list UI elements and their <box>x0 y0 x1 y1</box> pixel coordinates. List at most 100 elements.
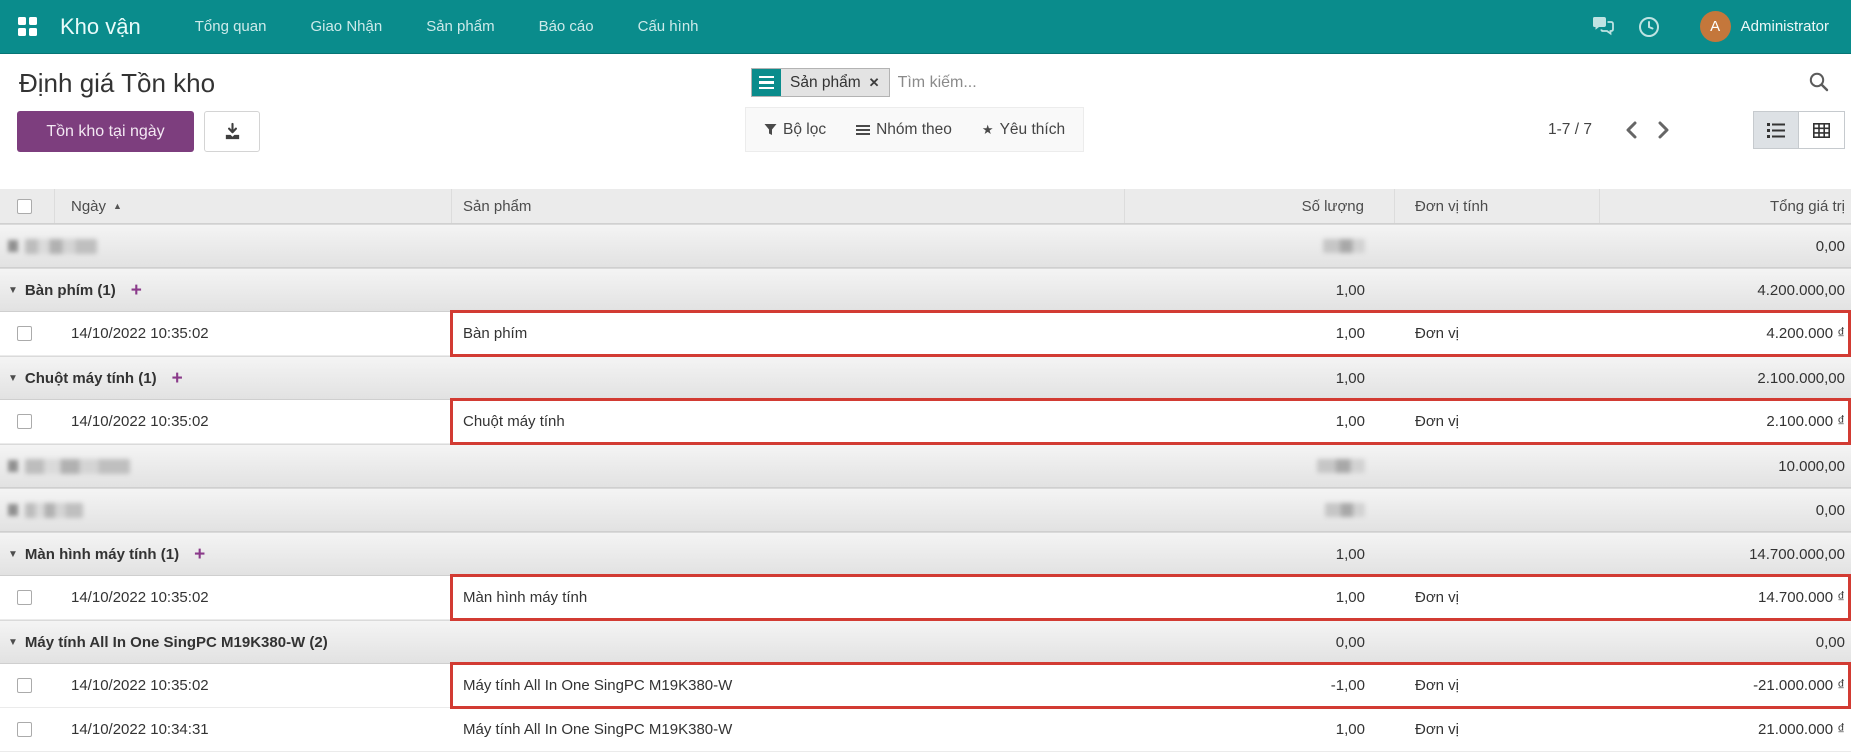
inventory-at-date-button[interactable]: Tồn kho tại ngày <box>17 111 194 152</box>
record-row[interactable]: 14/10/2022 10:35:02 Chuột máy tính 1,00 … <box>0 398 1851 445</box>
record-date: 14/10/2022 10:34:31 <box>71 721 209 738</box>
column-header-product[interactable]: Sản phẩm <box>452 189 1125 223</box>
record-row[interactable]: 14/10/2022 10:35:02 Màn hình máy tính 1,… <box>0 574 1851 621</box>
user-avatar[interactable]: A <box>1699 11 1731 42</box>
row-checkbox[interactable] <box>17 590 32 605</box>
add-record-button[interactable]: + <box>130 279 142 301</box>
record-row[interactable]: 14/10/2022 10:35:02 Máy tính All In One … <box>0 662 1851 709</box>
expand-arrow-icon[interactable]: ▼ <box>8 372 18 384</box>
record-product: Bàn phím <box>463 325 528 342</box>
record-quantity: 1,00 <box>1335 589 1365 606</box>
group-row[interactable]: ▼ Chuột máy tính (1) + 1,00 2.100.000,00 <box>0 356 1851 400</box>
redacted-label-cell <box>0 225 1125 267</box>
control-panel: Định giá Tồn kho Sản phẩm ✕ Tồn kho tại … <box>0 54 1851 189</box>
view-switcher <box>1753 111 1845 149</box>
search-button[interactable] <box>1808 71 1830 93</box>
record-uom: Đơn vị <box>1415 413 1460 430</box>
row-checkbox[interactable] <box>17 678 32 693</box>
record-quantity: 1,00 <box>1335 325 1365 342</box>
group-row[interactable]: ▼ Bàn phím (1) + 1,00 4.200.000,00 <box>0 268 1851 312</box>
select-all-cell <box>0 189 55 223</box>
app-brand[interactable]: Kho vận <box>60 13 141 39</box>
group-row[interactable]: ▼ Màn hình máy tính (1) + 1,00 14.700.00… <box>0 532 1851 576</box>
record-product: Máy tính All In One SingPC M19K380-W <box>463 721 733 738</box>
redacted-label <box>25 502 83 518</box>
column-header-date[interactable]: Ngày ▲ <box>55 189 452 223</box>
filters-dropdown[interactable]: Bộ lọc <box>764 121 826 139</box>
search-facet-product[interactable]: Sản phẩm ✕ <box>751 68 890 97</box>
list-header-row: Ngày ▲ Sản phẩm Số lượng Đơn vị tính Tổng… <box>0 189 1851 224</box>
column-header-quantity[interactable]: Số lượng <box>1125 189 1395 223</box>
record-row[interactable]: 14/10/2022 10:34:31 Máy tính All In One … <box>0 708 1851 752</box>
chevron-left-icon <box>1626 121 1637 138</box>
redacted-label-cell <box>0 445 1125 487</box>
topbar-right: A Administrator <box>1580 0 1851 54</box>
group-by-dropdown[interactable]: Nhóm theo <box>856 121 952 139</box>
column-header-uom[interactable]: Đơn vị tính <box>1395 189 1600 223</box>
chevron-right-icon <box>1658 121 1669 138</box>
redacted-group-row[interactable]: 10.000,00 <box>0 444 1851 488</box>
menu-item-overview[interactable]: Tổng quan <box>194 18 267 35</box>
user-name[interactable]: Administrator <box>1740 18 1829 35</box>
list-view-button[interactable] <box>1753 111 1799 149</box>
menu-item-transfers[interactable]: Giao Nhận <box>310 18 383 35</box>
list-view-icon <box>1767 122 1785 138</box>
chat-icon <box>1592 16 1614 35</box>
pager-previous-button[interactable] <box>1616 113 1648 147</box>
list-body: 0,00 ▼ Bàn phím (1) + 1,00 4.200.000,00 … <box>0 224 1851 752</box>
sort-asc-icon: ▲ <box>113 201 122 211</box>
record-quantity: -1,00 <box>1330 677 1365 694</box>
redacted-group-row[interactable]: 0,00 <box>0 488 1851 532</box>
group-name: Màn hình máy tính (1) <box>24 545 180 563</box>
download-icon <box>225 122 239 140</box>
search-options: Bộ lọc Nhóm theo ★ Yêu thích <box>745 107 1085 152</box>
search-input[interactable] <box>897 73 1498 92</box>
menu-item-products[interactable]: Sản phẩm <box>426 18 495 35</box>
record-date: 14/10/2022 10:35:02 <box>71 589 209 606</box>
pivot-view-button[interactable] <box>1799 111 1845 149</box>
menu-item-configuration[interactable]: Cấu hình <box>637 18 699 35</box>
redacted-qty <box>1317 459 1365 473</box>
search-bar: Sản phẩm ✕ <box>751 68 1498 97</box>
record-uom: Đơn vị <box>1415 677 1460 694</box>
pager: 1-7 / 7 <box>1548 107 1680 152</box>
redacted-quantity-cell <box>1125 445 1395 487</box>
row-checkbox[interactable] <box>17 326 32 341</box>
menu-item-reporting[interactable]: Báo cáo <box>538 18 594 35</box>
record-date: 14/10/2022 10:35:02 <box>71 325 209 342</box>
expand-arrow-icon[interactable]: ▼ <box>8 636 18 648</box>
group-uom <box>1395 621 1600 663</box>
record-row[interactable]: 14/10/2022 10:35:02 Bàn phím 1,00 Đơn vị… <box>0 310 1851 357</box>
row-select-cell <box>0 708 55 751</box>
favorites-dropdown[interactable]: ★ Yêu thích <box>981 120 1066 138</box>
group-uom <box>1395 269 1600 311</box>
add-record-button[interactable]: + <box>194 543 206 565</box>
remove-facet-icon[interactable]: ✕ <box>868 74 880 90</box>
row-checkbox[interactable] <box>17 722 32 737</box>
group-quantity: 1,00 <box>1335 545 1365 563</box>
clock-icon <box>1638 16 1659 37</box>
group-uom <box>1395 533 1600 575</box>
redacted-expand-icon <box>8 240 18 252</box>
apps-menu-button[interactable] <box>0 0 54 54</box>
group-row[interactable]: ▼ Máy tính All In One SingPC M19K380-W (… <box>0 620 1851 664</box>
redacted-label <box>25 458 130 474</box>
pager-next-button[interactable] <box>1648 113 1680 147</box>
record-quantity: 1,00 <box>1335 413 1365 430</box>
redacted-expand-icon <box>8 460 18 472</box>
redacted-group-row[interactable]: 0,00 <box>0 224 1851 268</box>
expand-arrow-icon[interactable]: ▼ <box>8 284 18 296</box>
group-label-cell: ▼ Máy tính All In One SingPC M19K380-W (… <box>0 621 1125 663</box>
export-button[interactable] <box>204 111 260 152</box>
row-checkbox[interactable] <box>17 414 32 429</box>
expand-arrow-icon[interactable]: ▼ <box>8 548 18 560</box>
add-record-button[interactable]: + <box>171 367 183 389</box>
select-all-checkbox[interactable] <box>17 198 32 214</box>
messages-button[interactable] <box>1580 0 1626 54</box>
group-total-value: 4.200.000,00 <box>1757 281 1845 299</box>
apps-grid-icon <box>17 17 37 36</box>
group-quantity: 1,00 <box>1335 281 1365 299</box>
column-header-total-value[interactable]: Tổng giá trị <box>1769 197 1845 215</box>
activities-button[interactable] <box>1626 0 1672 54</box>
